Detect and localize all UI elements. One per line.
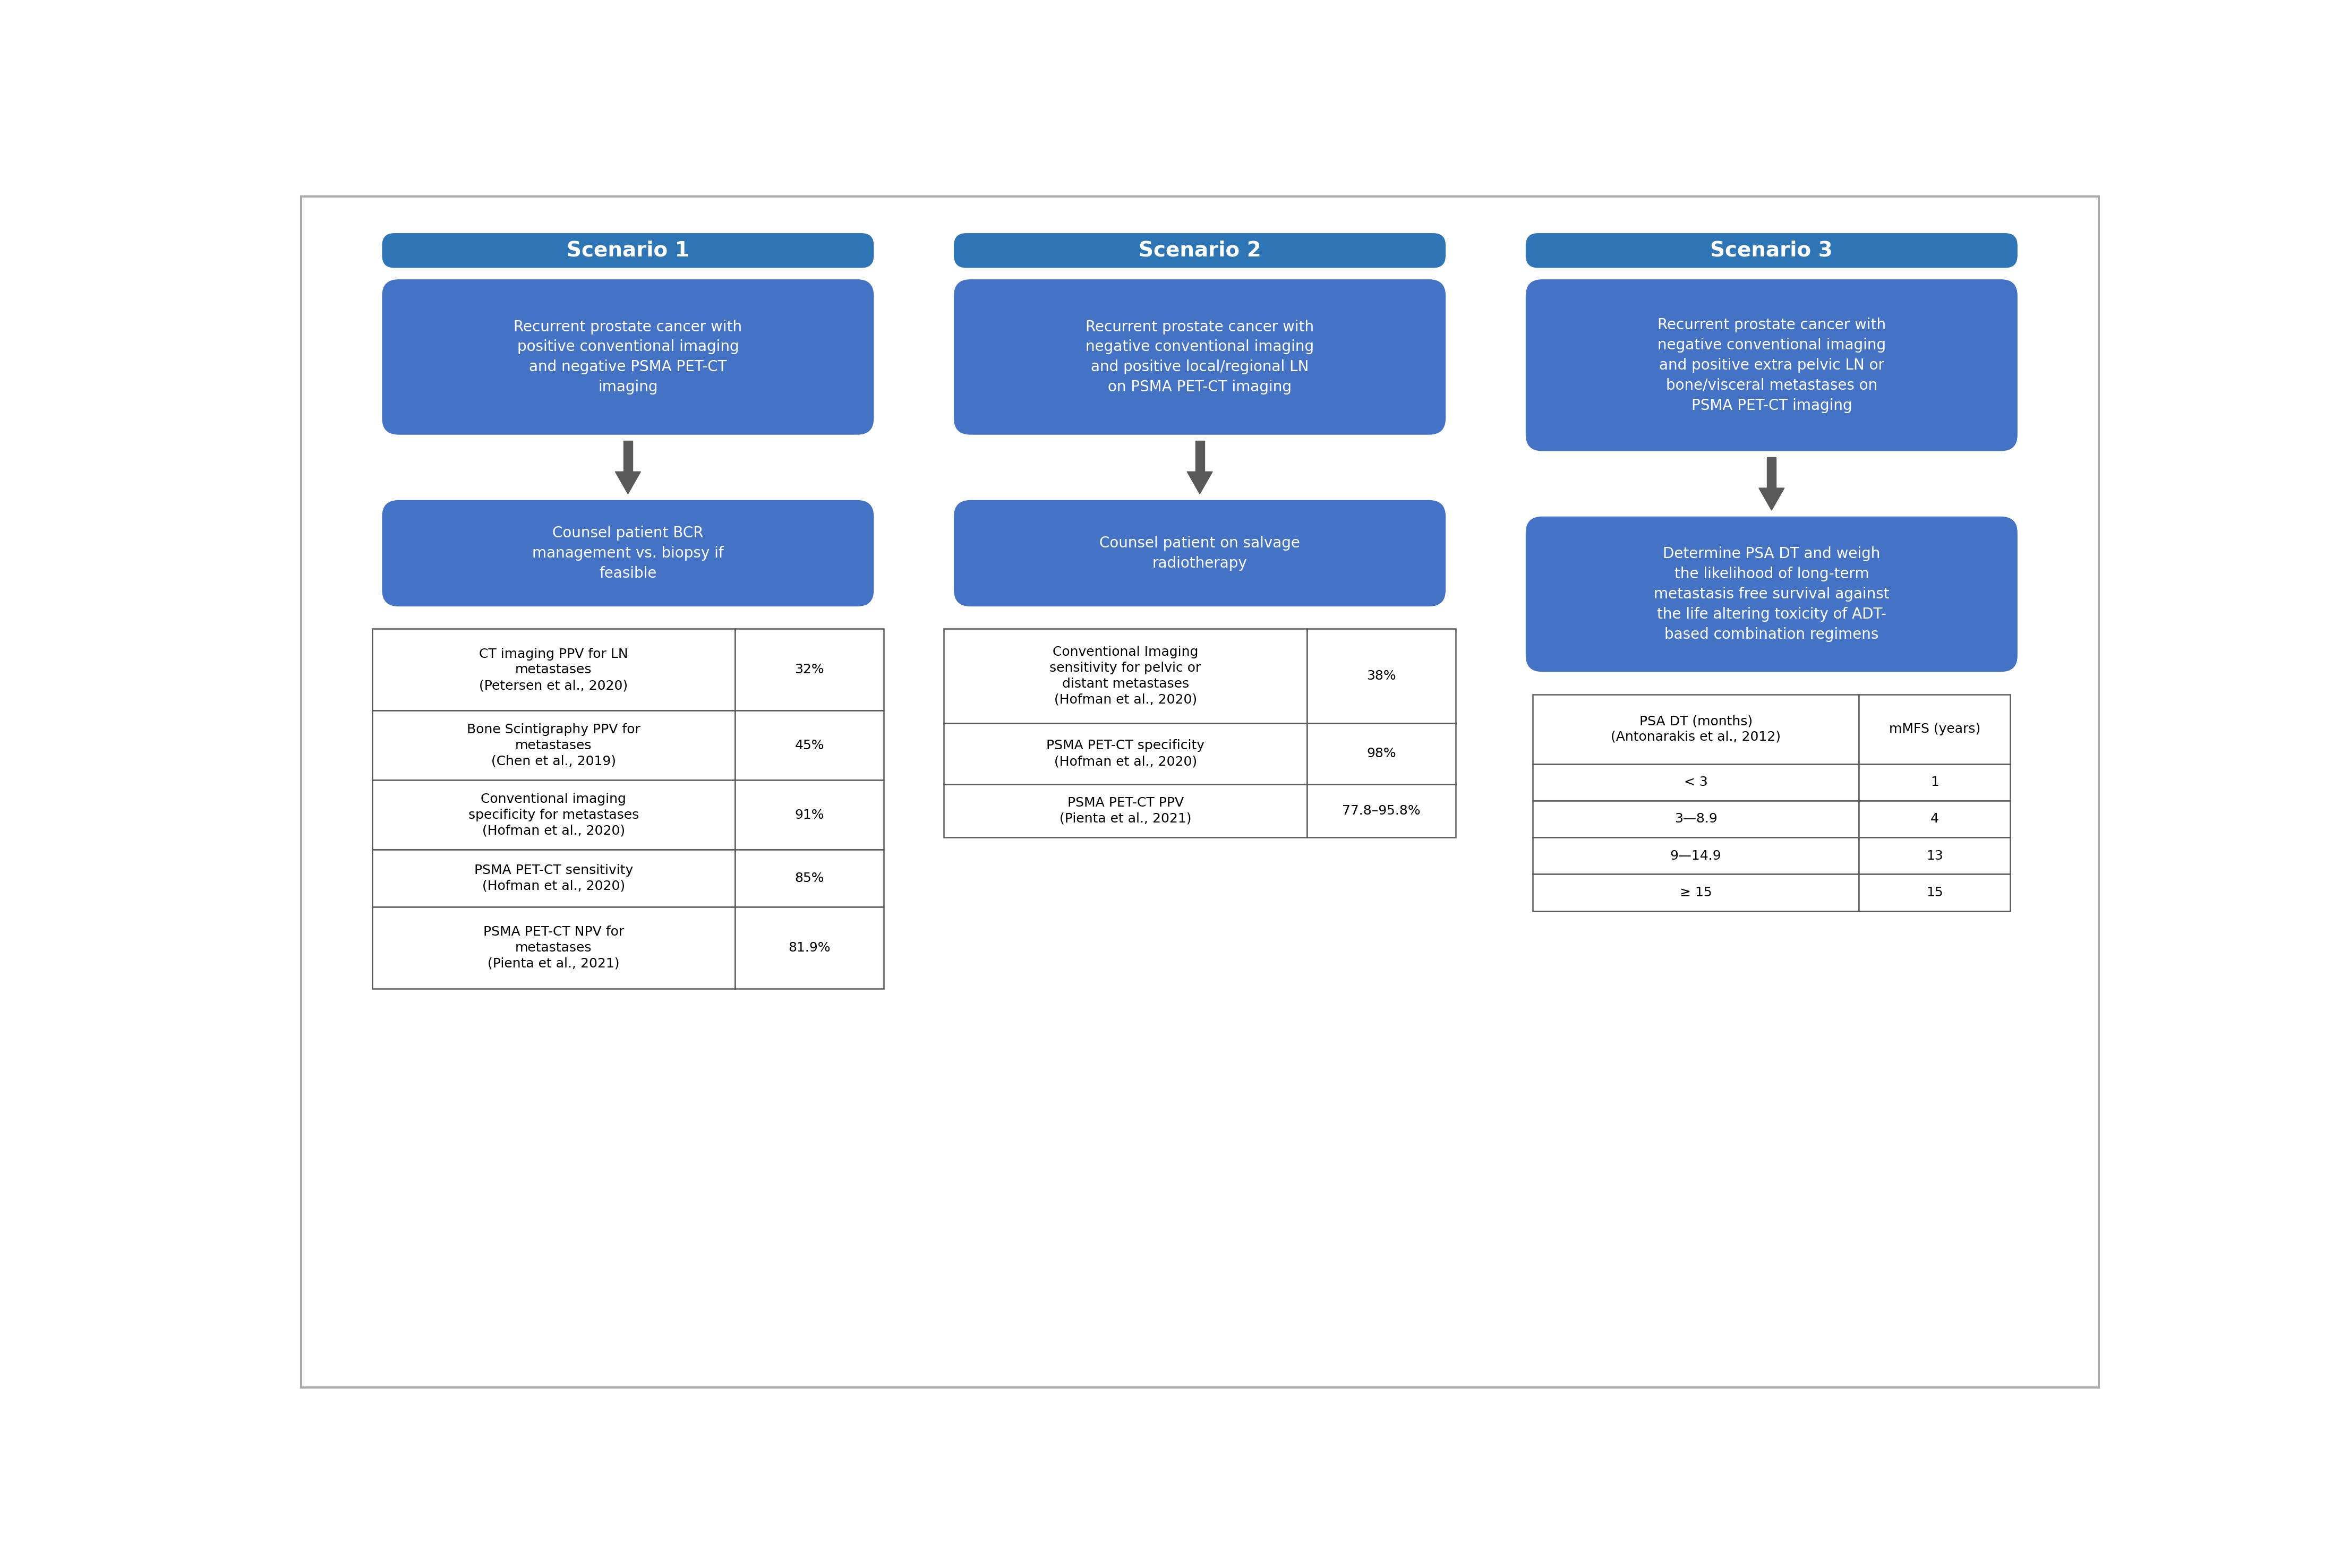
Polygon shape — [616, 472, 641, 494]
Bar — [1859, 801, 2011, 837]
Text: Recurrent prostate cancer with
negative conventional imaging
and positive extra : Recurrent prostate cancer with negative … — [1657, 317, 1887, 412]
Text: CT imaging PPV for LN
metastases
(Petersen et al., 2020): CT imaging PPV for LN metastases (Peters… — [480, 648, 627, 691]
Text: < 3: < 3 — [1683, 776, 1707, 789]
Bar — [1533, 801, 1859, 837]
Bar — [1859, 695, 2011, 764]
Bar — [372, 710, 735, 781]
Text: 45%: 45% — [794, 739, 824, 751]
Text: PSA DT (months)
(Antonarakis et al., 2012): PSA DT (months) (Antonarakis et al., 201… — [1611, 715, 1782, 743]
Polygon shape — [1767, 458, 1777, 488]
Text: 1: 1 — [1931, 776, 1938, 789]
Text: Scenario 2: Scenario 2 — [1138, 240, 1262, 260]
FancyBboxPatch shape — [382, 279, 873, 434]
FancyBboxPatch shape — [1526, 279, 2018, 452]
Text: Counsel patient BCR
management vs. biopsy if
feasible: Counsel patient BCR management vs. biops… — [531, 525, 723, 580]
Text: Conventional Imaging
sensitivity for pelvic or
distant metastases
(Hofman et al.: Conventional Imaging sensitivity for pel… — [1049, 646, 1201, 706]
Bar — [735, 629, 885, 710]
Bar — [943, 723, 1306, 784]
Polygon shape — [1196, 441, 1203, 472]
Bar — [372, 850, 735, 906]
Polygon shape — [1758, 488, 1784, 510]
FancyBboxPatch shape — [953, 234, 1447, 268]
Text: Recurrent prostate cancer with
positive conventional imaging
and negative PSMA P: Recurrent prostate cancer with positive … — [513, 320, 742, 395]
Text: 91%: 91% — [794, 809, 824, 822]
Text: 77.8–95.8%: 77.8–95.8% — [1341, 804, 1421, 817]
Bar — [943, 784, 1306, 837]
Bar — [1533, 837, 1859, 875]
Polygon shape — [1187, 472, 1213, 494]
Bar — [372, 906, 735, 989]
Text: 81.9%: 81.9% — [789, 941, 831, 955]
Bar — [1306, 629, 1456, 723]
Text: 98%: 98% — [1367, 748, 1395, 760]
Bar — [372, 629, 735, 710]
Text: Determine PSA DT and weigh
the likelihood of long-term
metastasis free survival : Determine PSA DT and weigh the likelihoo… — [1653, 547, 1889, 641]
Text: ≥ 15: ≥ 15 — [1681, 886, 1711, 898]
Text: 15: 15 — [1927, 886, 1943, 898]
Bar — [1306, 723, 1456, 784]
Bar — [1859, 764, 2011, 801]
Text: mMFS (years): mMFS (years) — [1889, 723, 1980, 735]
Text: PSMA PET-CT specificity
(Hofman et al., 2020): PSMA PET-CT specificity (Hofman et al., … — [1046, 740, 1206, 768]
Text: Recurrent prostate cancer with
negative conventional imaging
and positive local/: Recurrent prostate cancer with negative … — [1086, 320, 1313, 395]
Bar — [372, 781, 735, 850]
Bar — [735, 906, 885, 989]
Text: PSMA PET-CT NPV for
metastases
(Pienta et al., 2021): PSMA PET-CT NPV for metastases (Pienta e… — [482, 925, 625, 971]
Text: 9—14.9: 9—14.9 — [1669, 850, 1721, 862]
Text: 4: 4 — [1931, 812, 1938, 825]
FancyBboxPatch shape — [382, 234, 873, 268]
FancyBboxPatch shape — [953, 500, 1447, 607]
Text: Scenario 3: Scenario 3 — [1711, 240, 1833, 260]
Bar — [1533, 695, 1859, 764]
Bar — [735, 710, 885, 781]
Bar — [943, 629, 1306, 723]
Bar — [1859, 837, 2011, 875]
Bar — [1306, 784, 1456, 837]
FancyBboxPatch shape — [953, 279, 1447, 434]
Text: 32%: 32% — [794, 663, 824, 676]
Text: Bone Scintigraphy PPV for
metastases
(Chen et al., 2019): Bone Scintigraphy PPV for metastases (Ch… — [466, 723, 641, 768]
Bar — [1533, 764, 1859, 801]
Text: 85%: 85% — [794, 872, 824, 884]
Polygon shape — [623, 441, 632, 472]
Text: Counsel patient on salvage
radiotherapy: Counsel patient on salvage radiotherapy — [1100, 536, 1299, 571]
Text: 3—8.9: 3—8.9 — [1674, 812, 1718, 825]
FancyBboxPatch shape — [1526, 516, 2018, 671]
Bar — [1859, 875, 2011, 911]
FancyBboxPatch shape — [1526, 234, 2018, 268]
Text: PSMA PET-CT sensitivity
(Hofman et al., 2020): PSMA PET-CT sensitivity (Hofman et al., … — [475, 864, 632, 892]
Bar — [735, 781, 885, 850]
Text: Conventional imaging
specificity for metastases
(Hofman et al., 2020): Conventional imaging specificity for met… — [468, 793, 639, 837]
Text: Scenario 1: Scenario 1 — [567, 240, 688, 260]
Text: 13: 13 — [1927, 850, 1943, 862]
Text: 38%: 38% — [1367, 670, 1395, 682]
Bar — [1533, 875, 1859, 911]
Text: PSMA PET-CT PPV
(Pienta et al., 2021): PSMA PET-CT PPV (Pienta et al., 2021) — [1060, 797, 1192, 825]
FancyBboxPatch shape — [382, 500, 873, 607]
Bar — [735, 850, 885, 906]
